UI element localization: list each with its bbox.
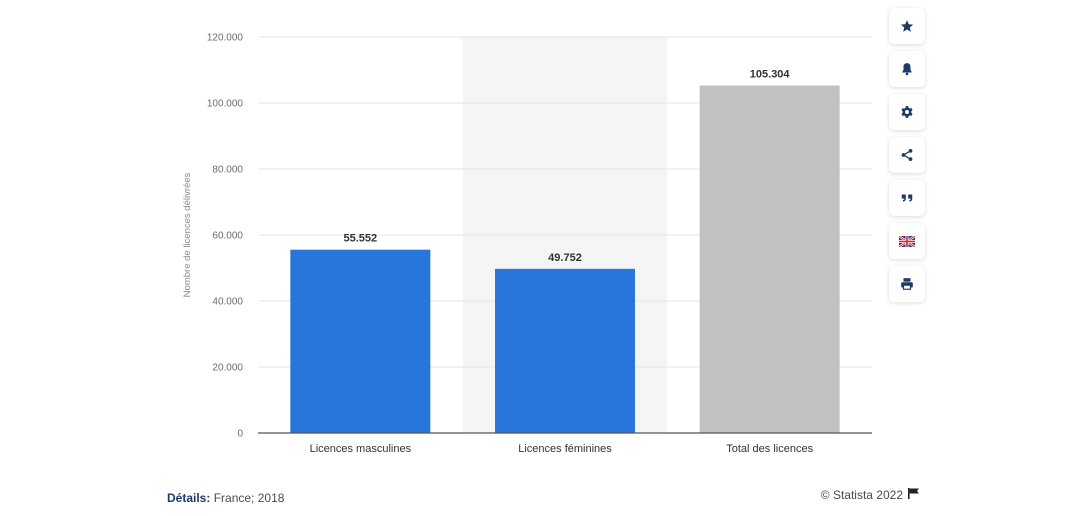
copyright-text: © Statista 2022: [820, 488, 903, 502]
data-label: 49.752: [548, 252, 582, 264]
copyright-note[interactable]: © Statista 2022: [821, 488, 920, 502]
quote-icon: [900, 191, 914, 205]
x-tick-label: Total des licences: [726, 443, 813, 455]
star-button[interactable]: [889, 8, 925, 44]
bar: [699, 85, 840, 434]
uk-flag-icon: [899, 235, 915, 247]
toolbar: [889, 8, 927, 302]
settings-button[interactable]: [889, 94, 925, 130]
star-icon: [900, 19, 914, 33]
share-icon: [900, 148, 914, 162]
y-tick-label: 20.000: [212, 363, 243, 374]
y-tick-label: 60.000: [212, 231, 243, 242]
printer-icon: [900, 277, 914, 291]
details-label: Détails:: [167, 491, 211, 505]
details-note: Détails: France; 2018: [167, 491, 284, 505]
bell-icon: [900, 62, 914, 76]
notification-button[interactable]: [889, 51, 925, 87]
bar: [495, 268, 635, 433]
gear-icon: [900, 105, 914, 119]
bar: [290, 249, 431, 433]
flag-icon: [908, 488, 920, 502]
y-tick-label: 80.000: [212, 165, 243, 176]
x-tick-label: Licences féminines: [518, 443, 612, 455]
data-label: 105.304: [750, 68, 791, 80]
y-tick-label: 100.000: [207, 99, 244, 110]
cite-button[interactable]: [889, 180, 925, 216]
details-value: France; 2018: [213, 491, 285, 505]
x-tick-label: Licences masculines: [310, 443, 412, 455]
share-button[interactable]: [889, 137, 925, 173]
y-tick-label: 40.000: [212, 297, 243, 308]
y-axis-title: Nombre de licences délivrées: [182, 172, 193, 297]
y-tick-label: 120.000: [207, 33, 244, 44]
data-label: 55.552: [344, 233, 378, 245]
language-button[interactable]: [889, 223, 925, 259]
print-button[interactable]: [889, 266, 925, 302]
y-tick-label: 0: [237, 429, 243, 440]
